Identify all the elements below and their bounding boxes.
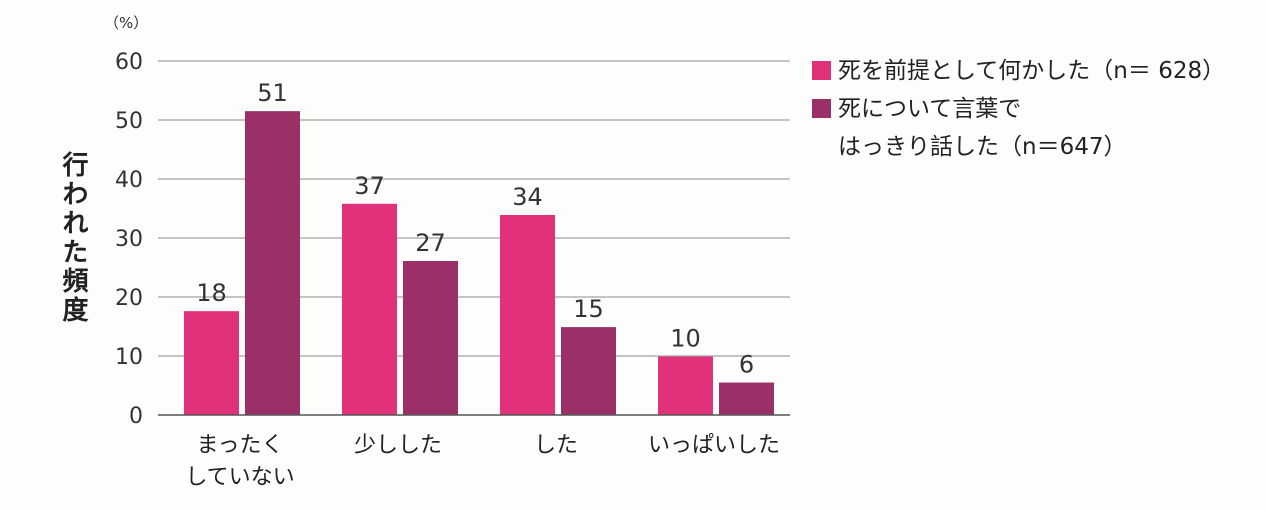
- x-category-label-2: 少しした: [354, 433, 442, 458]
- data-label-series-1-4: 10: [670, 325, 701, 353]
- data-label-series-1-2: 37: [354, 172, 385, 200]
- data-label-series-1-1: 18: [196, 279, 227, 307]
- bar-series-1-1: [184, 311, 239, 415]
- data-label-series-2-4: 6: [739, 351, 754, 379]
- data-label-series-1-3: 34: [512, 183, 543, 211]
- y-tick-label-0: 0: [129, 404, 143, 429]
- x-category-label-1-line-1: まったく: [196, 433, 283, 458]
- bar-series-2-1: [245, 111, 300, 416]
- data-label-series-2-2: 27: [415, 229, 446, 257]
- data-label-series-2-3: 15: [573, 295, 604, 323]
- y-axis-title: 行われた頻度: [58, 150, 89, 325]
- bar-series-2-4: [719, 382, 774, 415]
- y-tick-label-10: 10: [115, 345, 143, 370]
- bar-series-1-4: [658, 356, 713, 415]
- y-tick-label-30: 30: [115, 227, 143, 252]
- x-category-label-4: いっぱいした: [648, 433, 780, 458]
- y-tick-label-60: 60: [115, 50, 143, 75]
- x-category-label-3: した: [534, 433, 578, 458]
- legend: 死を前提として何かした（n＝ 628） 死について言葉で はっきり話した（n＝6…: [812, 52, 1225, 166]
- y-tick-label-40: 40: [115, 168, 143, 193]
- x-category-label-1-line-2: していない: [185, 465, 294, 490]
- bar-series-2-3: [561, 327, 616, 415]
- y-axis-unit-label: （%）: [104, 14, 148, 32]
- legend-label-series-1: 死を前提として何かした（n＝ 628）: [838, 58, 1226, 84]
- legend-swatch-series-2: [812, 99, 831, 118]
- bar-series-1-3: [500, 214, 555, 415]
- y-tick-label-50: 50: [115, 109, 143, 134]
- legend-label-series-2: 死について言葉で はっきり話した（n＝647）: [838, 96, 1127, 160]
- y-axis-ticks: 0 10 20 30 40 50 60: [115, 50, 143, 429]
- bars: [184, 111, 774, 416]
- data-label-series-2-1: 51: [257, 79, 288, 107]
- legend-item-series-2: 死について言葉で はっきり話した（n＝647）: [812, 90, 1225, 166]
- bar-series-1-2: [342, 203, 397, 415]
- legend-swatch-series-1: [812, 61, 831, 80]
- legend-item-series-1: 死を前提として何かした（n＝ 628）: [812, 52, 1225, 90]
- y-tick-label-20: 20: [115, 286, 143, 311]
- bar-series-2-2: [403, 261, 458, 415]
- value-labels: 18 51 37 27 34 15 10 6: [196, 79, 754, 378]
